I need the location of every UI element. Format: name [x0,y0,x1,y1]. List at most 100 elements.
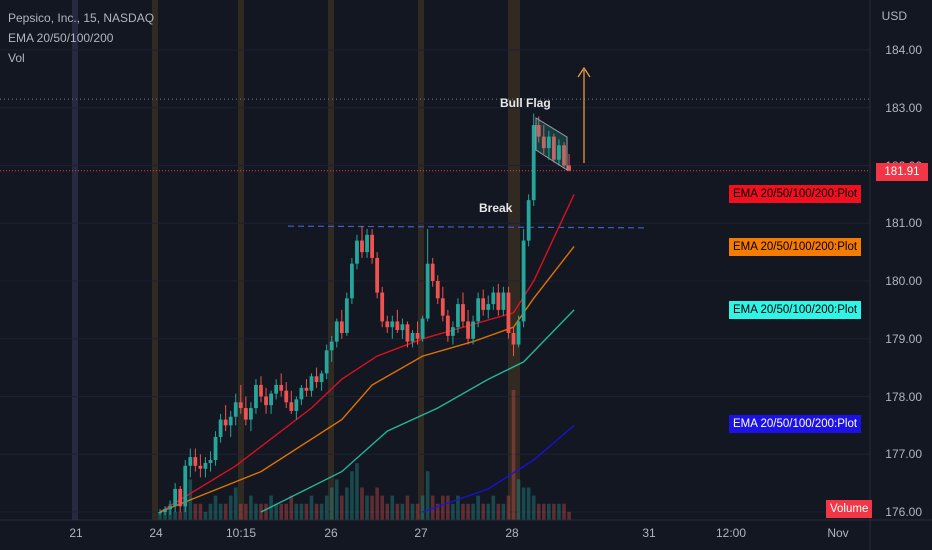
volume-bar [198,503,203,520]
candle-body [188,457,193,466]
symbol-title: Pepsico, Inc., 15, NASDAQ [8,11,155,25]
target-arrow-head [577,66,591,78]
candle-body [350,263,354,299]
volume-bar [516,479,521,520]
candle-body [440,298,445,316]
volume-bar [218,503,223,520]
volume-bar [531,495,536,520]
candle-body [486,304,491,310]
volume-bar [284,503,289,520]
volume-bar [552,503,556,520]
candle-body [264,396,268,406]
candle-body [481,298,486,310]
volume-bar [466,503,470,520]
volume-bar [567,511,571,520]
volume-bar [203,511,208,520]
x-tick-label: 31 [642,526,656,540]
volume-bar [350,471,354,520]
y-tick-label: 180.00 [885,274,922,288]
candle-body [254,384,258,409]
volume-bar [163,511,167,520]
candle-body [274,384,279,394]
volume-bar [309,495,314,520]
volume-bar [213,495,218,520]
candle-body [501,292,506,310]
volume-bar [158,511,162,520]
volume-bar [345,487,349,520]
candle-body [476,298,481,322]
candle-body [279,384,284,391]
candle-body [430,263,435,281]
volume-bar [521,487,526,520]
x-tick-label: Nov [827,526,849,540]
candle-body [198,465,203,469]
candle-body [516,321,521,345]
volume-bar [319,503,324,520]
volume-bar [223,503,228,520]
y-tick-label: 179.00 [885,331,922,346]
volume-bar [526,487,531,520]
candle-body [491,292,496,305]
volume-bar [380,495,384,520]
candle-body [355,240,359,264]
volume-bar [435,503,440,520]
ema-tag: EMA 20/50/100/200:Plot [729,415,862,433]
volume-bar [456,495,460,520]
x-tick-label: 21 [69,526,83,540]
candle-body [228,416,233,426]
candle-body [339,321,344,333]
session-band [238,0,244,520]
candle-body [536,125,541,137]
candle-body [269,393,273,406]
volume-bar [405,495,410,520]
candle-body [521,240,526,322]
session-band [508,0,520,520]
volume-bar [511,390,516,520]
candle-body [370,234,374,258]
volume-bar [304,503,309,520]
session-band [72,0,78,520]
volume-bar [360,487,364,520]
candle-body [360,240,364,253]
candle-body [567,165,571,171]
volume-bar [299,503,304,520]
volume-bar [340,495,344,520]
candle-body [496,292,501,310]
candle-body [456,304,460,328]
x-tick-label: 12:00 [715,526,747,540]
x-tick-label: 27 [414,526,428,540]
volume-bar [244,503,248,520]
candle-body [415,332,420,339]
candle-body [213,436,218,461]
volume-bar [375,487,379,520]
volume-bar [228,495,233,520]
session-band [328,0,334,520]
candle-body [168,506,172,510]
candle-body [203,462,208,469]
volume-label[interactable]: Vol [8,51,25,65]
last-price-tag: 181.91 [876,163,928,181]
candle-body [218,419,223,437]
volume-bar [481,503,485,520]
candle-body [299,387,304,400]
candle-body [420,318,425,339]
ema-line-3 [422,424,575,513]
candle-body [511,332,516,345]
volume-bar [370,495,374,520]
volume-bar [441,495,445,520]
volume-bar [254,503,258,520]
candle-body [334,321,339,342]
indicator-label[interactable]: EMA 20/50/100/200 [8,31,114,45]
volume-bar [193,503,198,520]
candle-body [451,327,455,336]
bull-flag-label: Bull Flag [500,96,551,110]
candle-body [309,376,314,391]
volume-bar [451,503,455,520]
volume-bar [329,487,334,520]
volume-bar [334,479,339,520]
candle-body [284,390,289,403]
volume-bar [496,503,501,520]
volume-bar [294,503,299,520]
candle-body [304,387,309,391]
